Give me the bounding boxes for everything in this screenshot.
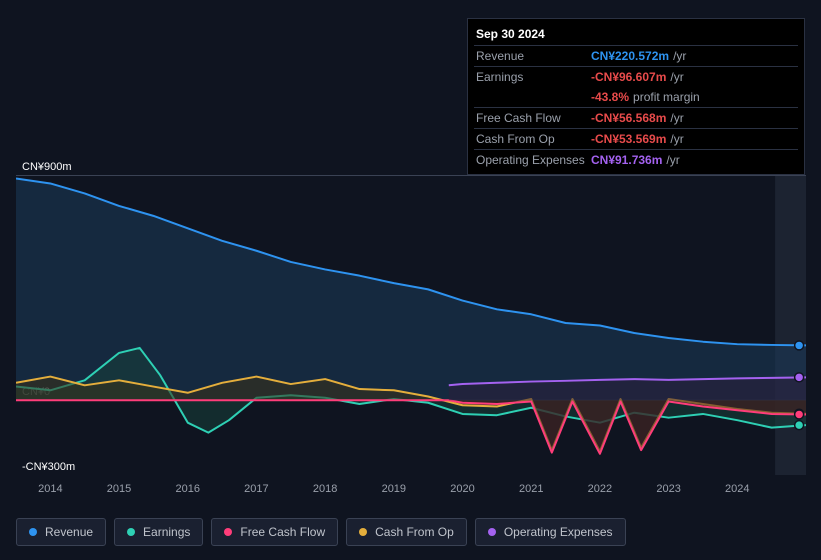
tooltip-row-label: Operating Expenses <box>476 153 591 167</box>
tooltip-row: Earnings-CN¥96.607m/yr <box>474 66 798 87</box>
legend-dot <box>488 528 496 536</box>
legend-label: Earnings <box>143 525 190 539</box>
tooltip-row-label: Cash From Op <box>476 132 591 146</box>
tooltip-row-unit: /yr <box>673 49 686 63</box>
x-axis-tick: 2017 <box>244 483 268 495</box>
legend-item[interactable]: Cash From Op <box>346 518 467 546</box>
tooltip-sub-note: profit margin <box>633 90 700 104</box>
tooltip-row-value: CN¥91.736m <box>591 153 662 167</box>
tooltip-sub-value: -43.8% <box>591 90 629 104</box>
tooltip-row-unit: /yr <box>670 132 683 146</box>
x-axis-tick: 2022 <box>588 483 612 495</box>
tooltip-row-label: Earnings <box>476 70 591 84</box>
legend-item[interactable]: Revenue <box>16 518 106 546</box>
legend-dot <box>359 528 367 536</box>
data-tooltip: Sep 30 2024 RevenueCN¥220.572m/yrEarning… <box>467 18 805 175</box>
x-axis-tick: 2024 <box>725 483 749 495</box>
tooltip-row-unit: /yr <box>670 70 683 84</box>
legend: Revenue Earnings Free Cash Flow Cash From O… <box>16 518 626 546</box>
x-axis: 2014 2015 2016 2017 2018 2019 2020 2021 2022 2023… <box>16 483 806 499</box>
financials-chart[interactable] <box>16 175 806 475</box>
tooltip-date: Sep 30 2024 <box>474 23 798 45</box>
tooltip-row: RevenueCN¥220.572m/yr <box>474 45 798 66</box>
x-axis-tick: 2016 <box>175 483 199 495</box>
tooltip-row: Cash From Op-CN¥53.569m/yr <box>474 128 798 149</box>
x-axis-tick: 2019 <box>382 483 406 495</box>
x-axis-tick: 2018 <box>313 483 337 495</box>
legend-dot <box>224 528 232 536</box>
tooltip-row-unit: /yr <box>670 111 683 125</box>
x-axis-tick: 2023 <box>656 483 680 495</box>
tooltip-subrow: -43.8% profit margin <box>474 87 798 107</box>
legend-label: Cash From Op <box>375 525 454 539</box>
tooltip-row-label: Free Cash Flow <box>476 111 591 125</box>
legend-dot <box>127 528 135 536</box>
legend-item[interactable]: Free Cash Flow <box>211 518 338 546</box>
tooltip-row-label: Revenue <box>476 49 591 63</box>
legend-item[interactable]: Operating Expenses <box>475 518 626 546</box>
x-axis-tick: 2015 <box>107 483 131 495</box>
legend-label: Operating Expenses <box>504 525 613 539</box>
legend-item[interactable]: Earnings <box>114 518 203 546</box>
tooltip-row-unit: /yr <box>666 153 679 167</box>
tooltip-row: Operating ExpensesCN¥91.736m/yr <box>474 149 798 170</box>
tooltip-row: Free Cash Flow-CN¥56.568m/yr <box>474 107 798 128</box>
tooltip-row-value: CN¥220.572m <box>591 49 669 63</box>
tooltip-row-value: -CN¥53.569m <box>591 132 666 146</box>
legend-label: Free Cash Flow <box>240 525 325 539</box>
legend-label: Revenue <box>45 525 93 539</box>
x-axis-tick: 2020 <box>450 483 474 495</box>
tooltip-row-value: -CN¥96.607m <box>591 70 666 84</box>
tooltip-row-value: -CN¥56.568m <box>591 111 666 125</box>
x-axis-tick: 2021 <box>519 483 543 495</box>
y-axis-label: CN¥900m <box>22 161 72 173</box>
legend-dot <box>29 528 37 536</box>
x-axis-tick: 2014 <box>38 483 62 495</box>
